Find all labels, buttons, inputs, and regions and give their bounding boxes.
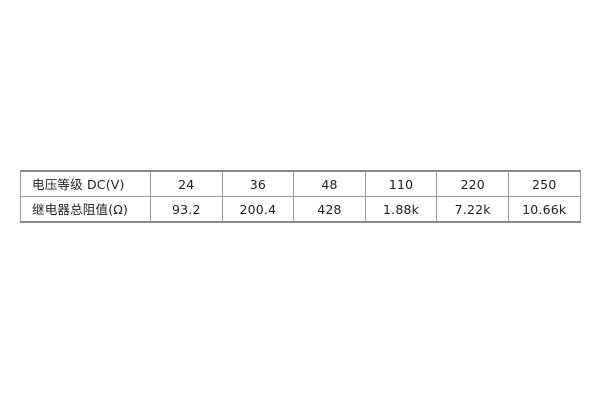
voltage-level-cell-2: 36 <box>221 170 295 197</box>
table-row-total-resistance: 继电器总阻值(Ω) 93.2 200.4 428 1.88k 7.22k 10.… <box>20 196 581 223</box>
total-resistance-cell-3: 428 <box>293 196 366 223</box>
total-resistance-cell-2: 200.4 <box>221 196 295 223</box>
voltage-level-cell-6: 250 <box>507 170 581 197</box>
total-resistance-cell-1: 93.2 <box>150 196 223 223</box>
row-label-total-resistance: 继电器总阻值(Ω) <box>20 196 151 223</box>
total-resistance-cell-4: 1.88k <box>364 196 438 223</box>
voltage-level-cell-1: 24 <box>150 170 223 197</box>
row-label-voltage-level: 电压等级 DC(V) <box>20 170 151 197</box>
relay-spec-table: 电压等级 DC(V) 24 36 48 110 220 250 继电器总阻值(Ω… <box>20 170 581 223</box>
voltage-level-cell-4: 110 <box>364 170 438 197</box>
total-resistance-cell-6: 10.66k <box>507 196 581 223</box>
table-row-voltage-levels: 电压等级 DC(V) 24 36 48 110 220 250 <box>20 170 581 197</box>
voltage-level-cell-5: 220 <box>436 170 509 197</box>
voltage-level-cell-3: 48 <box>293 170 366 197</box>
total-resistance-cell-5: 7.22k <box>436 196 509 223</box>
relay-spec-table-container: 电压等级 DC(V) 24 36 48 110 220 250 继电器总阻值(Ω… <box>20 170 581 223</box>
